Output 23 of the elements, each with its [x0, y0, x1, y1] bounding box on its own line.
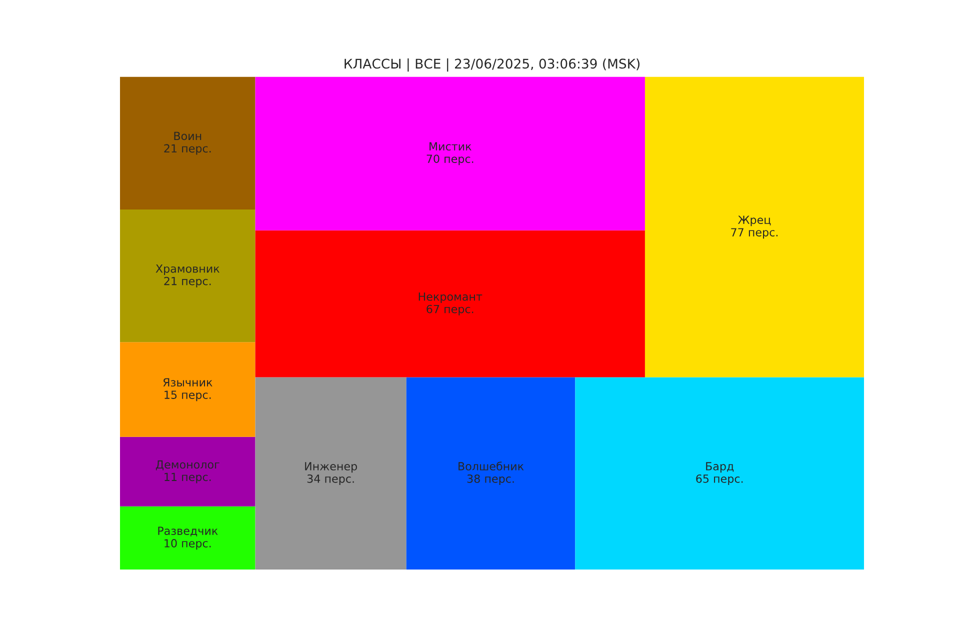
- category-label: Инженер: [305, 462, 357, 473]
- category-label: Бард: [706, 462, 734, 473]
- category-label: Разведчик: [158, 526, 218, 536]
- category-label: Язычник: [163, 378, 212, 387]
- category-label: Некромант: [418, 292, 482, 303]
- category-label: Демонолог: [156, 460, 220, 470]
- data-label: 11 перс.: [164, 472, 211, 484]
- data-label: 10 перс.: [164, 539, 211, 550]
- data-label: 77 перс.: [731, 228, 778, 239]
- data-label: 65 перс.: [696, 474, 743, 486]
- category-label: Храмовник: [156, 264, 220, 275]
- category-label: Воин: [174, 132, 202, 140]
- data-label: 38 перс.: [467, 474, 514, 486]
- data-label: 70 перс.: [426, 154, 474, 166]
- data-label: 21 перс.: [164, 276, 211, 288]
- text: КЛАССЫ | ВСЕ | 23/06/2025, 03:06:39 (MSK): [344, 58, 640, 72]
- category-label: Мистик: [430, 142, 472, 151]
- data-label: 67 перс.: [426, 304, 474, 316]
- data-label: 15 перс.: [164, 390, 211, 402]
- data-label: 21 перс.: [164, 144, 211, 155]
- data-label: 34 перс.: [307, 474, 354, 486]
- category-label: Волшебник: [458, 462, 524, 470]
- category-label: Жрец: [738, 216, 771, 226]
